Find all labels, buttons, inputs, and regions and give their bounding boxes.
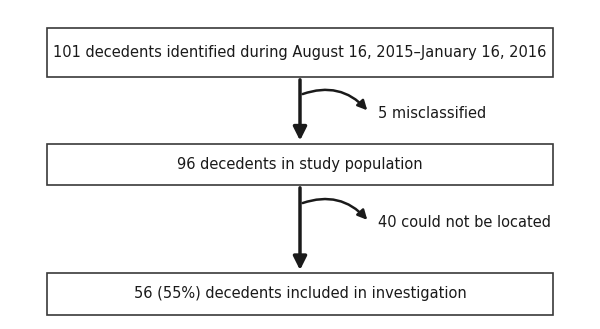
FancyBboxPatch shape [47, 28, 553, 77]
Text: 5 misclassified: 5 misclassified [378, 106, 486, 120]
FancyBboxPatch shape [47, 144, 553, 185]
Text: 96 decedents in study population: 96 decedents in study population [177, 157, 423, 172]
FancyBboxPatch shape [47, 273, 553, 315]
Text: 40 could not be located: 40 could not be located [378, 215, 551, 230]
Text: 56 (55%) decedents included in investigation: 56 (55%) decedents included in investiga… [134, 287, 466, 301]
Text: 101 decedents identified during August 16, 2015–January 16, 2016: 101 decedents identified during August 1… [53, 45, 547, 60]
